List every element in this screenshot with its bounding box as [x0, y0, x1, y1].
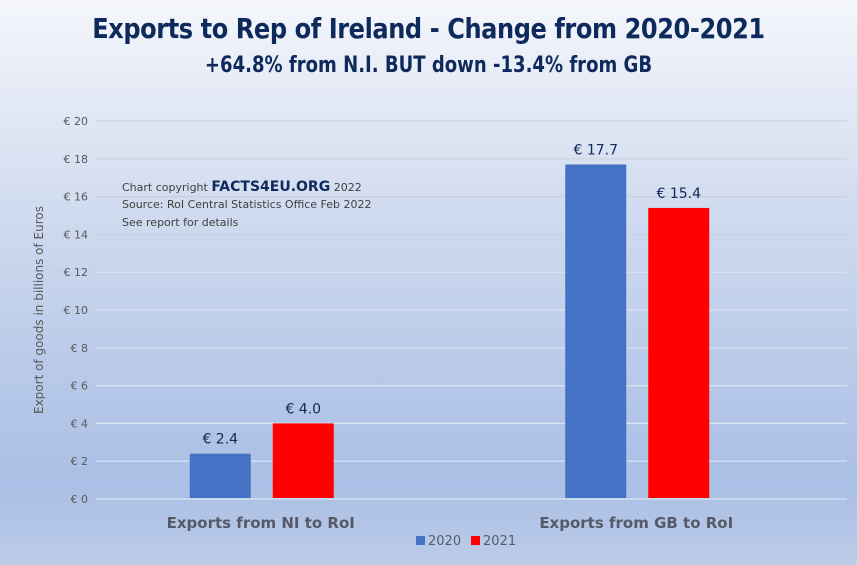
y-axis-ticks: € 0 € 2 € 4 € 6 € 8 € 10 € 12 € 14 € 16 € 18 € 20	[64, 115, 89, 506]
data-label: € 15.4	[656, 186, 701, 202]
y-tick-label: € 16	[64, 191, 89, 204]
gridlines	[96, 120, 847, 500]
y-tick-label: € 10	[64, 304, 89, 317]
y-tick-label: € 4	[71, 417, 89, 430]
source-note: Source: RoI Central Statistics Office Fe…	[122, 198, 372, 211]
x-category-label: Exports from NI to RoI	[167, 514, 355, 532]
data-label: € 17.7	[573, 142, 618, 158]
legend-swatch-2020	[416, 536, 425, 545]
data-labels: € 2.4 € 4.0 € 17.7 € 15.4	[202, 142, 701, 447]
bar-2021-gb	[648, 207, 710, 498]
brand-name: FACTS4EU.ORG	[211, 179, 331, 195]
y-tick-label: € 6	[71, 380, 89, 393]
y-tick-label: € 12	[64, 266, 89, 279]
chart-subtitle: +64.8% from N.I. BUT down -13.4% from GB	[204, 53, 653, 78]
x-category-label: Exports from GB to RoI	[539, 514, 733, 532]
legend-label-2020: 2020	[428, 534, 461, 549]
y-tick-label: € 2	[71, 455, 89, 468]
data-label: € 4.0	[285, 401, 321, 417]
legend: 2020 2021	[416, 534, 516, 549]
see-report-note: See report for details	[122, 216, 239, 229]
copyright-line: Chart copyright FACTS4EU.ORG 2022	[122, 179, 362, 195]
y-tick-label: € 8	[71, 342, 89, 355]
y-tick-label: € 14	[64, 228, 89, 241]
bar-2020-ni	[189, 453, 251, 498]
y-tick-label: € 18	[64, 153, 89, 166]
y-axis-label: Export of goods in billions of Euros	[32, 206, 46, 414]
x-axis-categories: Exports from NI to RoI Exports from GB to…	[167, 514, 734, 532]
legend-label-2021: 2021	[483, 534, 516, 549]
data-label: € 2.4	[202, 432, 238, 448]
legend-swatch-2021	[471, 536, 480, 545]
bar-2020-gb	[565, 164, 627, 498]
y-tick-label: € 20	[64, 115, 89, 128]
y-tick-label: € 0	[71, 493, 89, 506]
bars	[189, 164, 710, 498]
copyright-year: 2022	[333, 181, 362, 194]
copyright-prefix: Chart copyright	[122, 181, 208, 194]
chart-title: Exports to Rep of Ireland - Change from …	[92, 12, 765, 45]
bar-2021-ni	[272, 423, 334, 498]
